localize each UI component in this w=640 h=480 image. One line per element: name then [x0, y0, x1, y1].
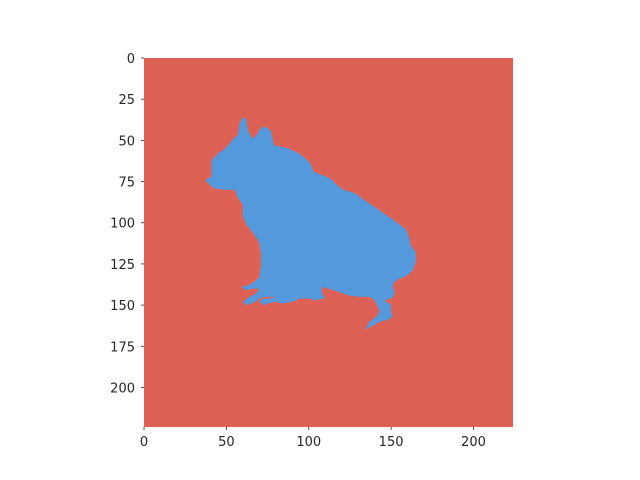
x-tick-label: 0 [140, 435, 148, 450]
y-tick-label: 175 [110, 340, 135, 355]
x-tick-label: 150 [379, 435, 404, 450]
y-tick-label: 100 [110, 217, 135, 232]
y-tick-label: 200 [110, 381, 135, 396]
plot-area [144, 58, 513, 427]
y-tick-label: 0 [127, 52, 135, 67]
y-tick-label: 150 [110, 299, 135, 314]
x-tick-label: 100 [296, 435, 321, 450]
y-axis: 0 25 50 75 100 125 150 175 200 [110, 52, 144, 396]
x-tick-label: 200 [461, 435, 486, 450]
y-tick-label: 50 [118, 134, 135, 149]
mask-foreground-region [205, 117, 416, 330]
y-tick-label: 125 [110, 258, 135, 273]
y-tick-label: 25 [118, 93, 135, 108]
x-axis: 0 50 100 150 200 [140, 427, 486, 450]
y-tick-label: 75 [118, 176, 135, 191]
x-tick-label: 50 [218, 435, 235, 450]
